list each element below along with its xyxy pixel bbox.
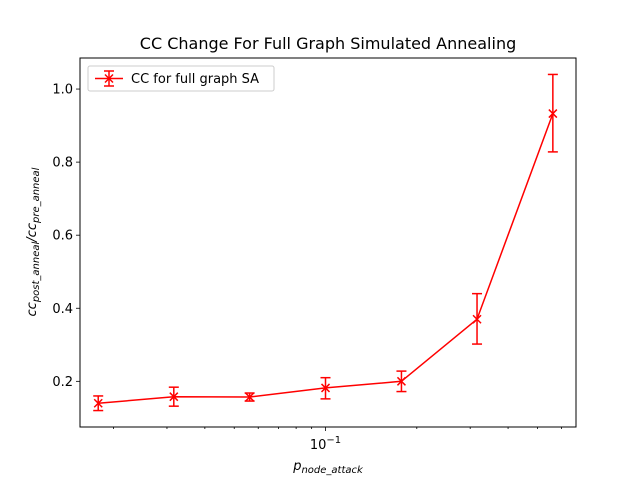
- x-axis: 10−1: [113, 427, 562, 453]
- legend-marker: [104, 73, 114, 84]
- chart-title: CC Change For Full Graph Simulated Annea…: [140, 34, 516, 53]
- data-point-marker: [169, 392, 179, 402]
- y-axis-label-part1: cc: [25, 302, 40, 316]
- y-axis-label-part2: cc: [25, 223, 40, 237]
- y-tick-label: 0.8: [52, 156, 73, 171]
- data-point-marker: [396, 376, 406, 386]
- x-axis-label-sub: node_attack: [301, 465, 364, 476]
- x-axis-label-base: p: [292, 459, 301, 474]
- x-tick-label-base: 10: [310, 438, 327, 453]
- legend-box: [87, 65, 275, 92]
- x-tick-label: 10−1: [310, 435, 341, 453]
- data-point-marker: [93, 398, 103, 408]
- y-axis-label-sub1: post_anneal: [31, 241, 42, 303]
- y-axis: 0.2 0.4 0.6 0.8 1.0: [52, 83, 80, 390]
- data-point-marker: [548, 109, 558, 119]
- y-tick-label: 1.0: [52, 83, 73, 98]
- plot-area: [93, 73, 558, 412]
- y-axis-label: ccpost_anneal/ccpre_anneal: [25, 167, 42, 316]
- series-line: [98, 113, 554, 405]
- y-tick-label: 0.6: [52, 229, 73, 244]
- data-point-marker: [472, 314, 482, 324]
- y-axis-label-sub2: pre_anneal: [31, 167, 42, 224]
- x-tick-label-exp: −1: [326, 435, 341, 446]
- y-tick-label: 0.4: [52, 302, 73, 317]
- plot-frame: [79, 57, 577, 428]
- data-point-marker: [320, 383, 331, 393]
- legend-label: CC for full graph SA: [131, 72, 259, 87]
- x-axis-label: pnode_attack: [292, 459, 364, 476]
- data-point-marker: [245, 392, 255, 402]
- y-axis-label-slash: /: [25, 236, 40, 243]
- y-tick-label: 0.2: [52, 375, 73, 390]
- legend: CC for full graph SA: [87, 65, 275, 92]
